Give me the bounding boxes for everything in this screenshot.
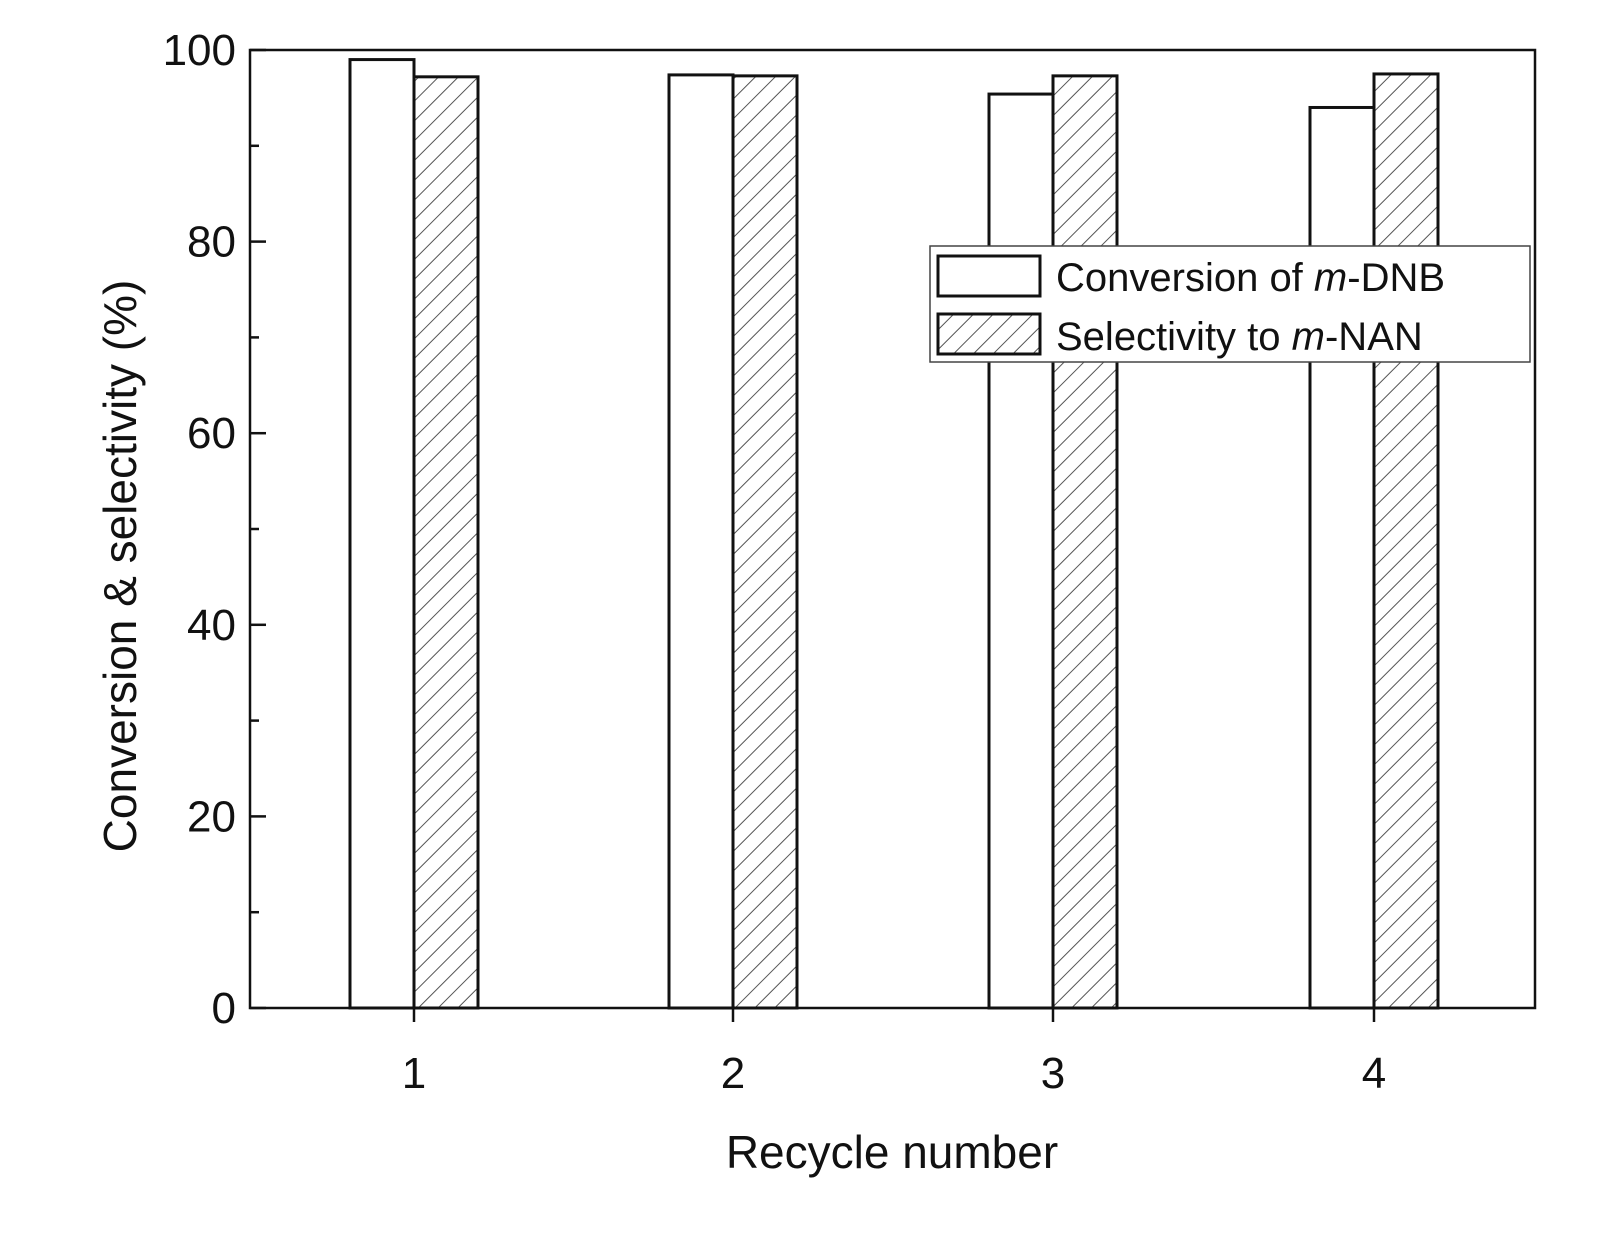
legend-swatch-selectivity bbox=[936, 312, 1042, 356]
bar-conversion-2 bbox=[667, 73, 735, 1010]
y-axis-title: Conversion & selectivity (%) bbox=[94, 280, 146, 853]
x-axis: 1 2 3 4 bbox=[402, 1008, 1386, 1098]
y-tick-label: 60 bbox=[187, 409, 236, 458]
y-tick-label: 0 bbox=[212, 984, 236, 1033]
y-axis: 0 20 40 60 80 100 bbox=[163, 26, 266, 1033]
bar-conversion-3 bbox=[987, 92, 1055, 1010]
bar-selectivity-2 bbox=[731, 74, 799, 1010]
legend: Conversion of m-DNB Selectivity to m-NAN bbox=[929, 245, 1531, 363]
y-tick-label: 100 bbox=[163, 26, 236, 75]
bar-conversion-1 bbox=[348, 58, 416, 1010]
bar-selectivity-1 bbox=[412, 75, 480, 1010]
x-tick-label: 2 bbox=[721, 1049, 745, 1098]
x-tick-label: 3 bbox=[1041, 1049, 1065, 1098]
x-tick-label: 4 bbox=[1362, 1049, 1386, 1098]
legend-label-conversion: Conversion of m-DNB bbox=[1056, 256, 1445, 300]
y-tick-label: 40 bbox=[187, 601, 236, 650]
bar-selectivity-3 bbox=[1051, 74, 1119, 1010]
bar-selectivity-4 bbox=[1372, 72, 1440, 1010]
x-axis-title: Recycle number bbox=[726, 1126, 1058, 1178]
y-tick-label: 20 bbox=[187, 792, 236, 841]
legend-label-selectivity: Selectivity to m-NAN bbox=[1056, 315, 1423, 359]
y-tick-label: 80 bbox=[187, 218, 236, 267]
legend-swatch-conversion bbox=[936, 254, 1042, 298]
bar-conversion-4 bbox=[1308, 105, 1376, 1010]
x-tick-label: 1 bbox=[402, 1049, 426, 1098]
